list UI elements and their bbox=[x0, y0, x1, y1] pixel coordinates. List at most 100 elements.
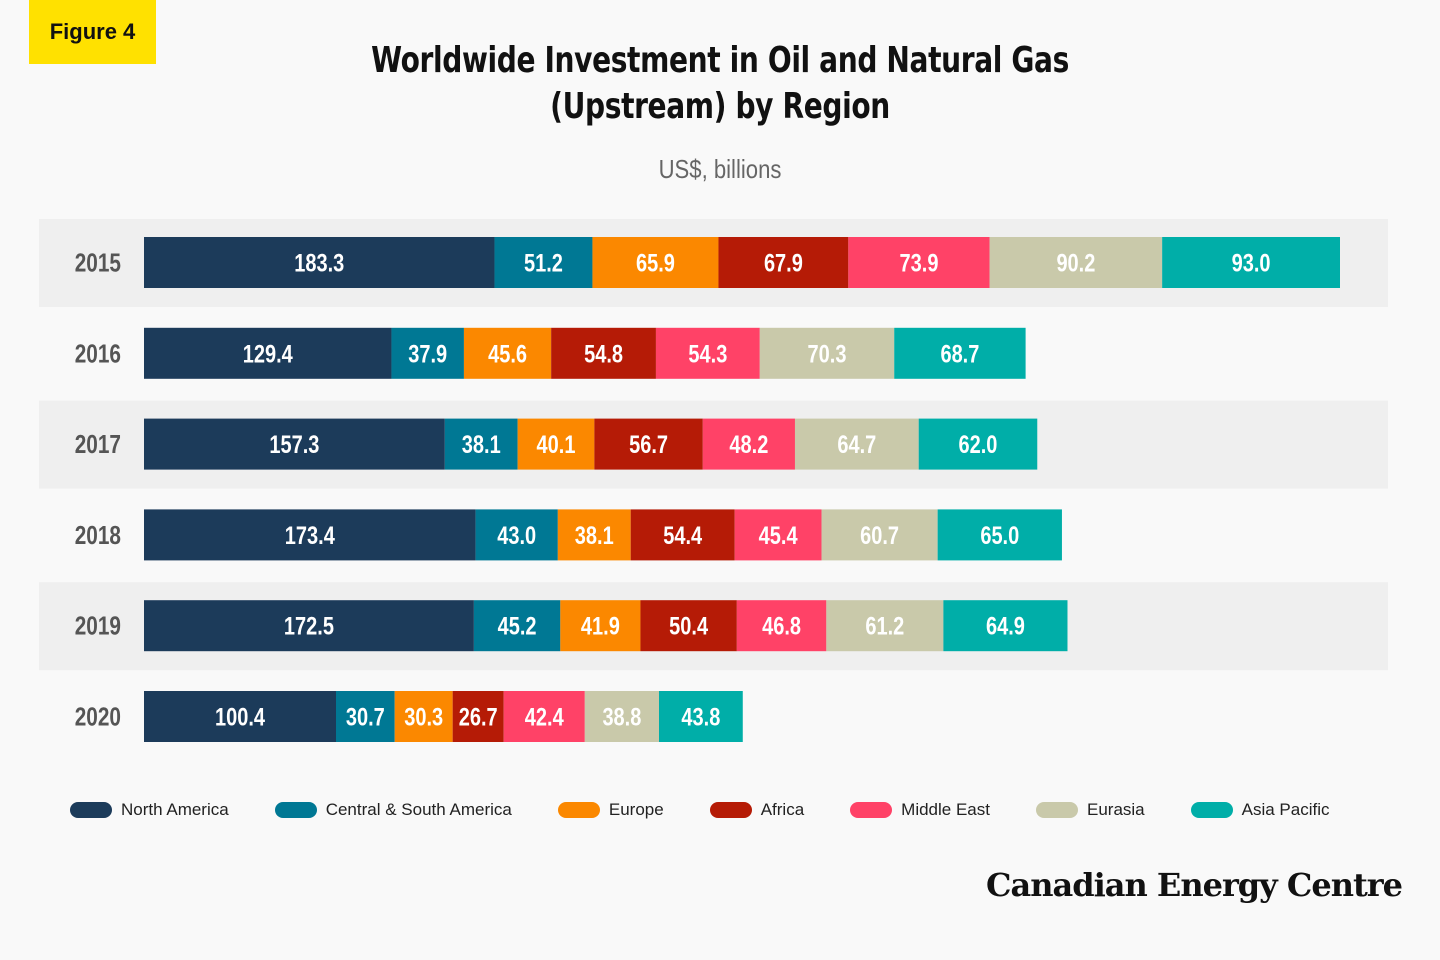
legend-swatch bbox=[850, 802, 893, 818]
bar-segment bbox=[144, 327, 392, 379]
category-label: 2020 bbox=[75, 702, 121, 731]
bar-segment bbox=[517, 418, 595, 470]
category-label: 2018 bbox=[75, 521, 121, 550]
data-label: 48.2 bbox=[729, 431, 768, 459]
bar-segment bbox=[494, 237, 593, 288]
legend-item: Middle East bbox=[850, 800, 990, 820]
data-label: 64.9 bbox=[986, 613, 1025, 641]
data-label: 43.8 bbox=[681, 703, 720, 731]
data-label: 54.4 bbox=[663, 522, 702, 550]
data-label: 45.6 bbox=[488, 340, 527, 368]
data-label: 70.3 bbox=[808, 340, 847, 368]
legend-item: Central & South America bbox=[274, 800, 512, 820]
bar-segment bbox=[989, 237, 1163, 288]
chart-title-line-2: (Upstream) by Region bbox=[550, 86, 890, 127]
data-label: 30.7 bbox=[346, 703, 385, 731]
legend-item: Asia Pacific bbox=[1190, 800, 1330, 820]
chart-subtitle: US$, billions bbox=[658, 154, 782, 184]
data-label: 30.3 bbox=[404, 703, 443, 731]
legend-swatch bbox=[1190, 802, 1233, 818]
data-label: 50.4 bbox=[669, 613, 708, 641]
data-label: 38.8 bbox=[602, 703, 641, 731]
bar-segment bbox=[848, 237, 990, 288]
brand-logo: Canadian Energy Centre bbox=[986, 866, 1403, 904]
data-label: 61.2 bbox=[865, 613, 904, 641]
legend-label: Asia Pacific bbox=[1241, 800, 1330, 819]
bar-segment bbox=[463, 327, 552, 379]
data-label: 60.7 bbox=[860, 522, 899, 550]
bar-segment bbox=[144, 600, 474, 652]
bar-segment bbox=[394, 691, 453, 742]
bar-segment bbox=[336, 691, 395, 742]
bar-segment bbox=[144, 237, 495, 288]
data-label: 65.0 bbox=[980, 522, 1019, 550]
data-label: 90.2 bbox=[1056, 249, 1095, 277]
data-label: 54.8 bbox=[584, 340, 623, 368]
bar-segment bbox=[473, 600, 561, 652]
bar-segment bbox=[475, 509, 558, 561]
legend-item: Africa bbox=[709, 800, 804, 820]
bar-segment bbox=[594, 418, 703, 470]
data-label: 64.7 bbox=[837, 431, 876, 459]
bar-segment bbox=[144, 509, 476, 561]
data-label: 183.3 bbox=[294, 249, 344, 277]
category-label: 2016 bbox=[75, 339, 121, 368]
legend-item: North America bbox=[70, 800, 229, 820]
bar-segment bbox=[943, 600, 1068, 652]
data-label: 45.2 bbox=[498, 613, 537, 641]
bar-segment bbox=[551, 327, 656, 379]
data-label: 40.1 bbox=[537, 431, 576, 459]
legend-label: Europe bbox=[608, 800, 664, 819]
category-label: 2019 bbox=[75, 612, 121, 641]
bar-segment bbox=[503, 691, 585, 742]
legend-swatch bbox=[274, 802, 317, 818]
data-label: 51.2 bbox=[524, 249, 563, 277]
bar-segment bbox=[144, 691, 337, 742]
bar-segment bbox=[557, 509, 631, 561]
data-label: 38.1 bbox=[575, 522, 614, 550]
data-label: 56.7 bbox=[629, 431, 668, 459]
bar-segment bbox=[918, 418, 1038, 470]
data-label: 42.4 bbox=[525, 703, 564, 731]
bar-segment bbox=[826, 600, 944, 652]
bar-segment bbox=[702, 418, 795, 470]
category-label: 2015 bbox=[75, 248, 121, 277]
bar-segment bbox=[937, 509, 1062, 561]
data-label: 43.0 bbox=[497, 522, 536, 550]
data-label: 62.0 bbox=[959, 431, 998, 459]
legend-label: North America bbox=[121, 800, 229, 819]
data-label: 100.4 bbox=[215, 703, 265, 731]
legend-label: Eurasia bbox=[1086, 800, 1145, 819]
bar-segment bbox=[794, 418, 919, 470]
legend-swatch bbox=[709, 802, 752, 818]
data-label: 73.9 bbox=[900, 249, 939, 277]
legend-swatch bbox=[70, 802, 112, 818]
bar-segment bbox=[718, 237, 849, 288]
data-label: 172.5 bbox=[284, 613, 334, 641]
data-label: 45.4 bbox=[759, 522, 798, 550]
data-label: 65.9 bbox=[636, 249, 675, 277]
bar-segment bbox=[640, 600, 737, 652]
bar-segment bbox=[592, 237, 719, 288]
legend-label: Middle East bbox=[901, 800, 990, 819]
bar-segment bbox=[630, 509, 735, 561]
data-label: 173.4 bbox=[285, 522, 335, 550]
data-label: 93.0 bbox=[1232, 249, 1271, 277]
bar-segment bbox=[759, 327, 895, 379]
bar-segment bbox=[391, 327, 464, 379]
data-label: 46.8 bbox=[762, 613, 801, 641]
legend-item: Eurasia bbox=[1035, 800, 1145, 820]
chart-title: Worldwide Investment in Oil and Natural … bbox=[158, 38, 1281, 130]
figure-badge: Figure 4 bbox=[29, 0, 156, 64]
legend-label: Central & South America bbox=[325, 800, 512, 819]
bar-segment bbox=[444, 418, 518, 470]
data-label: 26.7 bbox=[459, 703, 498, 731]
bar-segment bbox=[452, 691, 504, 742]
data-label: 37.9 bbox=[408, 340, 447, 368]
bar-segment bbox=[734, 509, 822, 561]
legend-item: Europe bbox=[557, 800, 664, 820]
legend-swatch bbox=[1035, 802, 1078, 818]
data-label: 157.3 bbox=[269, 431, 319, 459]
legend-swatch bbox=[557, 802, 600, 818]
